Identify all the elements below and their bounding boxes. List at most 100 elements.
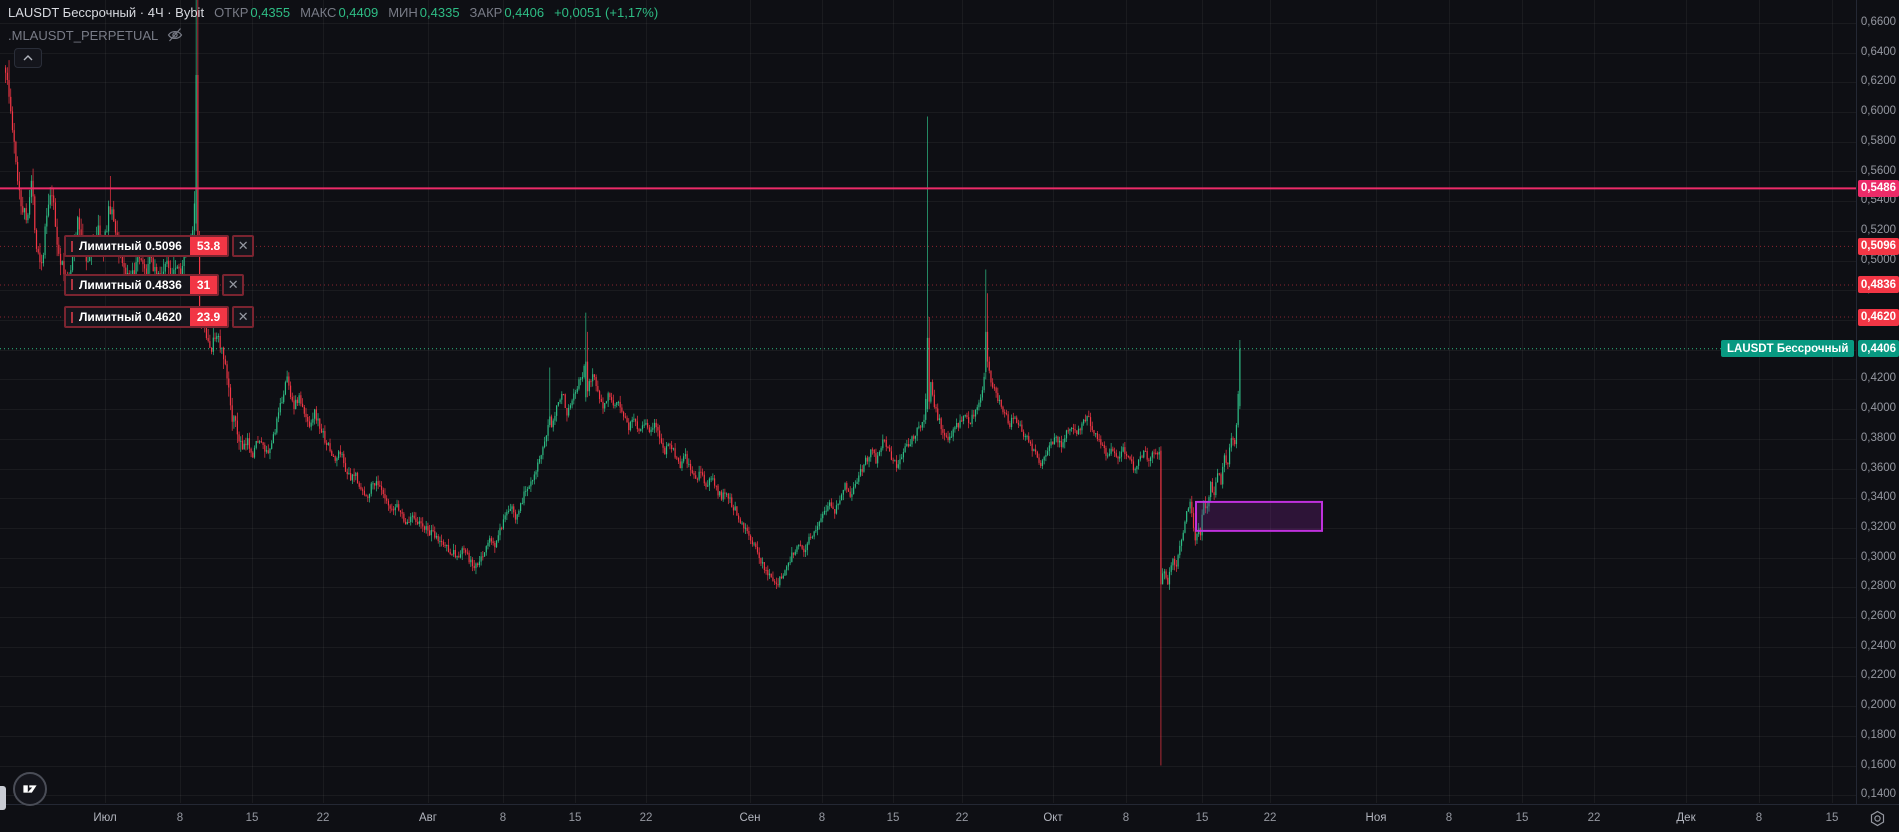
- price-tick: 0,2800: [1860, 580, 1897, 593]
- time-label-day: 15: [1195, 812, 1209, 824]
- price-tick: 0,5000: [1860, 253, 1897, 266]
- close-value: 0,4406: [504, 5, 545, 20]
- tradingview-logo[interactable]: [13, 772, 47, 806]
- price-badge: 0,4406: [1858, 340, 1899, 358]
- symbol-price-label-text: LAUSDT Бессрочный: [1727, 342, 1849, 355]
- hex-gear-icon: [1870, 810, 1885, 826]
- eye-hidden-icon[interactable]: [166, 26, 184, 44]
- price-tick: 0,6400: [1860, 45, 1897, 58]
- time-label-month: Ноя: [1365, 812, 1387, 824]
- collapse-pane-button[interactable]: [14, 48, 42, 68]
- price-tick: 0,4000: [1860, 402, 1897, 415]
- order-label-textbox: Лимитный 0.4620: [66, 308, 190, 326]
- time-label-month: Июл: [93, 812, 117, 824]
- time-label-day: 8: [499, 812, 507, 824]
- order-qty-badge[interactable]: 23.9: [189, 308, 228, 327]
- high-value: 0,4409: [338, 5, 379, 20]
- price-badge: 0,4620: [1858, 308, 1899, 326]
- open-value: 0,4355: [250, 5, 291, 20]
- indicator-title[interactable]: .MLAUSDT_PERPETUAL: [8, 27, 159, 43]
- price-tick: 0,2600: [1860, 610, 1897, 622]
- order-label[interactable]: Лимитный 0.4620 23.9: [64, 306, 230, 329]
- time-label-day: 15: [568, 812, 582, 824]
- time-label-month: Авг: [419, 812, 437, 824]
- axis-settings-button[interactable]: [1856, 804, 1899, 832]
- time-label-day: 22: [316, 812, 330, 824]
- order-label-textbox: Лимитный 0.4836: [66, 276, 190, 294]
- price-tick: 0,6000: [1860, 105, 1897, 118]
- time-label-day: 22: [1587, 812, 1601, 824]
- time-axis[interactable]: Июл 8 15 22 Авг 8 15 22 Сен 8 15 22 Окт 8 15 22 Ноя 8 15 22…: [0, 804, 1899, 832]
- order-label-text: Лимитный 0.4836: [79, 277, 182, 292]
- tradingview-logo-icon: [23, 785, 37, 793]
- low-label: МИН: [388, 5, 418, 20]
- price-tick: 0,3400: [1860, 491, 1897, 504]
- time-label-month: Окт: [1043, 812, 1063, 824]
- legend-low: МИН 0,4335: [388, 5, 459, 20]
- time-label-day: 15: [886, 812, 900, 824]
- order-close-button[interactable]: ✕: [222, 273, 245, 296]
- price-tick: 0,6600: [1860, 16, 1897, 28]
- order-close-button[interactable]: ✕: [232, 235, 255, 258]
- order-qty-badge[interactable]: 53.8: [189, 237, 228, 256]
- order-label-row[interactable]: Лимитный 0.4620 23.9 ✕: [64, 306, 255, 329]
- time-label-month: Сен: [739, 812, 761, 824]
- indicator-row: .MLAUSDT_PERPETUAL: [8, 26, 184, 44]
- order-qty-badge[interactable]: 31: [189, 275, 218, 294]
- time-label-day: 8: [1445, 812, 1453, 824]
- time-label-day: 15: [245, 812, 259, 824]
- time-label-day: 8: [818, 812, 826, 824]
- price-tick: 0,2200: [1860, 669, 1897, 682]
- price-tick: 0,3600: [1860, 461, 1897, 474]
- high-label: МАКС: [300, 5, 337, 20]
- price-tick: 0,6200: [1860, 75, 1897, 88]
- time-label-month: Дек: [1676, 812, 1696, 824]
- order-label-text: Лимитный 0.4620: [79, 310, 182, 325]
- time-label-day: 22: [639, 812, 653, 824]
- order-label-text: Лимитный 0.5096: [79, 239, 182, 254]
- open-label: ОТКР: [214, 5, 249, 20]
- price-tick: 0,3800: [1860, 431, 1897, 444]
- price-axis[interactable]: 0,6600 0,6400 0,6200 0,6000 0,5800 0,5600 0,54…: [1856, 0, 1899, 804]
- order-label[interactable]: Лимитный 0.4836 31: [64, 273, 220, 296]
- time-label-day: 8: [1122, 812, 1130, 824]
- price-tick: 0,5600: [1860, 164, 1897, 177]
- price-badge: 0,5096: [1858, 237, 1899, 255]
- order-side-tick: [71, 240, 73, 252]
- toolbar-handle[interactable]: [0, 786, 6, 810]
- symbol-price-label: LAUSDT Бессрочный: [1721, 340, 1855, 358]
- price-tick: 0,1800: [1860, 728, 1897, 741]
- drawing-rectangle[interactable]: [1195, 500, 1323, 532]
- price-badge: 0,5486: [1858, 179, 1899, 197]
- candle-wicks-down: [5, 0, 1236, 766]
- time-label-day: 8: [176, 812, 184, 824]
- price-tick: 0,2400: [1860, 639, 1897, 652]
- order-label-row[interactable]: Лимитный 0.4836 31 ✕: [64, 273, 245, 296]
- order-close-button[interactable]: ✕: [232, 306, 255, 329]
- chevron-up-icon: [23, 55, 33, 61]
- order-label-row[interactable]: Лимитный 0.5096 53.8 ✕: [64, 235, 255, 258]
- time-label-day: 15: [1825, 812, 1839, 824]
- symbol-title[interactable]: LAUSDT Бессрочный · 4Ч · Bybit: [8, 5, 205, 20]
- legend-close: ЗАКР 0,4406: [470, 5, 545, 20]
- order-label-textbox: Лимитный 0.5096: [66, 237, 190, 255]
- legend-high: МАКС 0,4409: [300, 5, 378, 20]
- price-tick: 0,1400: [1860, 788, 1897, 801]
- order-side-tick: [71, 311, 73, 323]
- close-label: ЗАКР: [469, 5, 503, 20]
- price-tick: 0,4200: [1860, 372, 1897, 385]
- price-tick: 0,2000: [1860, 699, 1897, 712]
- time-label-day: 22: [955, 812, 969, 824]
- price-tick: 0,5400: [1860, 194, 1897, 207]
- price-tick: 0,5800: [1860, 134, 1897, 147]
- price-tick: 0,1600: [1860, 758, 1897, 771]
- price-tick: 0,3000: [1860, 550, 1897, 563]
- price-tick: 0,5200: [1860, 223, 1897, 236]
- chart-canvas[interactable]: [0, 0, 1856, 803]
- order-side-tick: [71, 279, 73, 291]
- order-label[interactable]: Лимитный 0.5096 53.8: [64, 235, 230, 258]
- change-value: +0,0051 (+1,17%): [554, 5, 659, 20]
- price-tick: 0,3200: [1860, 520, 1897, 533]
- time-label-day: 15: [1515, 812, 1529, 824]
